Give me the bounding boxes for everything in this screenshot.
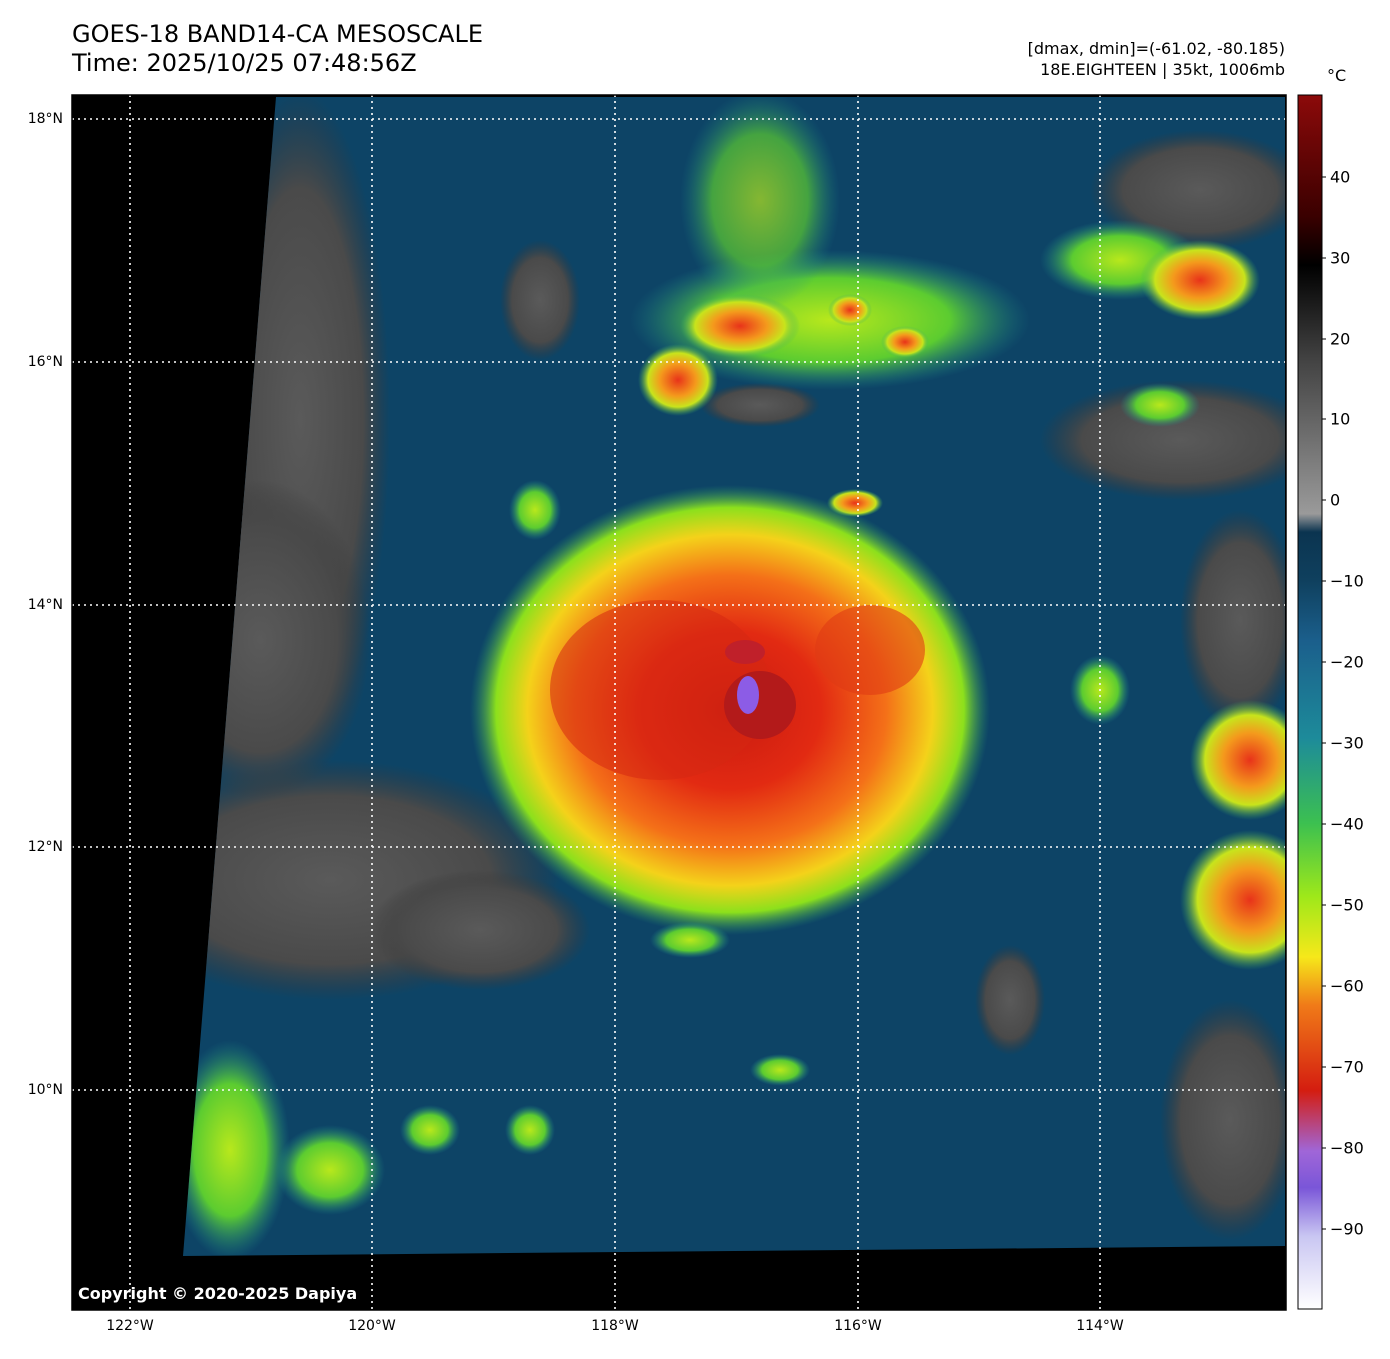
map-border (71, 94, 1287, 1311)
storm-summary: 18E.EIGHTEEN | 35kt, 1006mb (1040, 60, 1285, 79)
lat-label-14N: 14°N (27, 597, 63, 613)
storm-info: [dmax, dmin]=(-61.02, -80.185) 18E.EIGHT… (1028, 38, 1285, 80)
colorbar-tick-label: −20 (1330, 652, 1364, 672)
lat-label-18N: 18°N (27, 111, 63, 127)
lon-label-122W: 122°W (106, 1318, 154, 1334)
colorbar-tick-label: 20 (1330, 329, 1351, 349)
colorbar-unit: °C (1327, 66, 1347, 85)
satellite-swath (183, 97, 1285, 1256)
colorbar-tick-label: 10 (1330, 409, 1351, 429)
lon-label-120W: 120°W (348, 1318, 396, 1334)
lat-label-16N: 16°N (27, 354, 63, 370)
colorbar-tick-label: −10 (1330, 571, 1364, 591)
colorbar-tick-label: 0 (1330, 490, 1341, 510)
storm-core (724, 671, 796, 739)
colorbar (1297, 94, 1323, 1310)
lat-label-10N: 10°N (27, 1082, 63, 1098)
lon-label-114W: 114°W (1076, 1318, 1124, 1334)
lat-label-12N: 12°N (27, 839, 63, 855)
colorbar-ticks (1322, 176, 1326, 1230)
colorbar-tick-label: −60 (1330, 976, 1364, 996)
colorbar-tick-label: 30 (1330, 248, 1351, 268)
colorbar-tick-label: −80 (1330, 1138, 1364, 1158)
lon-label-116W: 116°W (834, 1318, 882, 1334)
coldest-cloud-tops (737, 676, 759, 714)
colorbar-tick-label: −50 (1330, 895, 1364, 915)
copyright-text: Copyright © 2020-2025 Dapiya (78, 1284, 358, 1303)
title-line-1: GOES-18 BAND14-CA MESOSCALE (72, 20, 483, 48)
colorbar-tick-label: −30 (1330, 733, 1364, 753)
title: GOES-18 BAND14-CA MESOSCALE Time: 2025/1… (72, 20, 483, 78)
colorbar-tick-label: −70 (1330, 1057, 1364, 1077)
lon-label-118W: 118°W (591, 1318, 639, 1334)
grid-lines (72, 95, 1285, 1310)
intensity-range: [dmax, dmin]=(-61.02, -80.185) (1027, 39, 1285, 58)
title-line-2: Time: 2025/10/25 07:48:56Z (72, 49, 417, 77)
colorbar-tick-label: 40 (1330, 167, 1351, 187)
colorbar-tick-label: −40 (1330, 814, 1364, 834)
colorbar-tick-label: −90 (1330, 1219, 1364, 1239)
